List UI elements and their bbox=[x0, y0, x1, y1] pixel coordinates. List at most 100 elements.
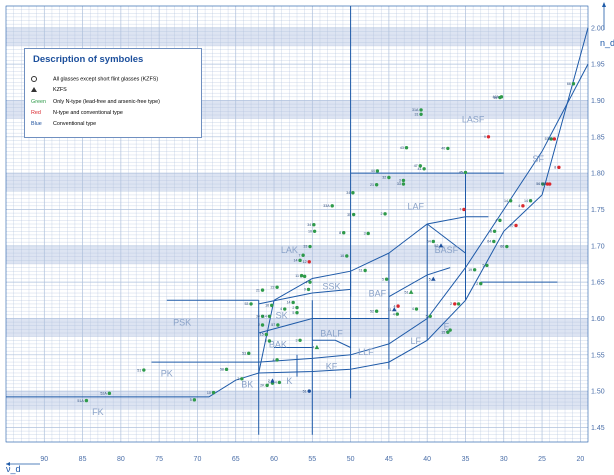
glass-point bbox=[224, 367, 229, 372]
glass-point bbox=[541, 182, 545, 186]
glass-point-label: 34 bbox=[346, 191, 350, 195]
glass-point-label: 4 bbox=[275, 381, 277, 385]
legend-triangle-text: KZFS bbox=[53, 87, 67, 93]
glass-point-label: 14 bbox=[504, 199, 508, 203]
glass-point-triangle bbox=[408, 289, 414, 294]
x-tick-label: 20 bbox=[576, 456, 584, 463]
circle-icon bbox=[31, 76, 37, 82]
glass-point-label: 10 bbox=[509, 224, 513, 228]
glass-point-label: 9 bbox=[484, 135, 486, 139]
y-tick-label: 1.70 bbox=[591, 243, 605, 250]
y-tick-label: 1.80 bbox=[591, 171, 605, 178]
glass-point-label: 4 bbox=[495, 219, 497, 223]
glass-point bbox=[485, 263, 489, 268]
glass-point bbox=[307, 260, 311, 264]
glass-point bbox=[302, 274, 307, 279]
glass-point-label: 3 bbox=[364, 232, 366, 236]
region-label-lf: LF bbox=[410, 336, 421, 346]
glass-point bbox=[283, 307, 287, 311]
glass-point-label: 57 bbox=[541, 182, 545, 186]
glass-point-label: 15 bbox=[260, 333, 264, 337]
x-tick-label: 35 bbox=[462, 456, 470, 463]
glass-point-label: 8 bbox=[339, 231, 341, 235]
legend-blue-key: Blue bbox=[31, 121, 42, 127]
glass-point-label: 2 bbox=[476, 282, 478, 286]
glass-point bbox=[549, 137, 553, 141]
x-tick-label: 60 bbox=[270, 456, 278, 463]
region-label-pk: PK bbox=[161, 369, 173, 379]
glass-point bbox=[363, 268, 367, 273]
y-tick-label: 1.90 bbox=[591, 98, 605, 105]
glass-point bbox=[107, 391, 112, 396]
glass-point-label: 57 bbox=[548, 137, 552, 141]
glass-point-label: 2K bbox=[260, 384, 265, 388]
glass-point bbox=[330, 204, 334, 208]
glass-point-label: 40 bbox=[441, 147, 445, 151]
region-boundary bbox=[197, 63, 589, 363]
glass-point bbox=[277, 380, 282, 385]
glass-point-label: 45 bbox=[459, 171, 463, 175]
glass-point bbox=[308, 244, 312, 249]
x-tick-label: 90 bbox=[40, 456, 48, 463]
glass-point-label: 2 bbox=[292, 306, 294, 310]
glass-point-label: 2 bbox=[450, 302, 452, 306]
region-boundary bbox=[258, 300, 275, 374]
glass-point-label: 35 bbox=[347, 213, 351, 217]
glass-point-label: 52 bbox=[434, 244, 438, 248]
y-axis-arrow-head bbox=[602, 2, 606, 7]
glass-point bbox=[446, 146, 450, 151]
glass-point bbox=[446, 330, 450, 334]
glass-point-label: 11 bbox=[388, 308, 392, 312]
glass-point bbox=[557, 165, 561, 170]
glass-point bbox=[249, 302, 253, 306]
glass-point-label: 52 bbox=[370, 309, 374, 313]
glass-point-label: 57 bbox=[545, 137, 549, 141]
glass-point-label: 14 bbox=[293, 259, 297, 263]
glass-point bbox=[374, 183, 379, 187]
glass-point-label: 44 bbox=[371, 169, 375, 173]
glass-point-label: 4 bbox=[312, 346, 314, 350]
glass-point bbox=[383, 212, 387, 216]
glass-point-label: 11 bbox=[295, 274, 299, 278]
glass-point-label: 5 bbox=[426, 314, 428, 318]
x-tick-label: 25 bbox=[538, 456, 546, 463]
glass-point-label: 9 bbox=[304, 288, 306, 292]
glass-region-labels: FK PK PSK BK K BAK SK LAK SSK KF BALF LLF LF BAF F BASF… bbox=[92, 114, 544, 417]
glass-point bbox=[260, 314, 265, 318]
glass-point bbox=[401, 182, 406, 186]
glass-point bbox=[275, 285, 279, 289]
glass-point bbox=[545, 182, 550, 186]
glass-point bbox=[270, 303, 274, 308]
glass-point-label: 43 bbox=[400, 146, 404, 150]
legend-row-blue: Blue Conventional type bbox=[31, 121, 96, 128]
glass-point-label: 5 bbox=[482, 264, 484, 268]
glass-point-triangle bbox=[392, 307, 397, 312]
glass-point-label: 8 bbox=[554, 166, 556, 170]
glass-point-label: 66 bbox=[567, 82, 571, 86]
glass-point bbox=[351, 191, 355, 195]
region-label-balf: BALF bbox=[320, 329, 343, 339]
legend-row-red: Red N-type and conventional type bbox=[31, 110, 123, 117]
glass-point-label: 2 bbox=[380, 212, 382, 216]
glass-point bbox=[312, 223, 316, 227]
glass-point bbox=[276, 323, 280, 327]
glass-point bbox=[298, 258, 302, 263]
glass-point-triangle bbox=[270, 378, 275, 383]
region-label-fk: FK bbox=[92, 407, 104, 417]
glass-point bbox=[351, 212, 356, 217]
x-tick-label: 70 bbox=[194, 456, 202, 463]
glass-point-label: 21 bbox=[370, 183, 374, 187]
glass-point-label: 5 bbox=[382, 277, 384, 281]
glass-point bbox=[291, 300, 295, 305]
region-label-bak: BAK bbox=[269, 340, 287, 350]
glass-point bbox=[299, 273, 304, 278]
glass-point bbox=[295, 305, 299, 310]
glass-point bbox=[84, 398, 89, 403]
glass-point-label: 19 bbox=[468, 268, 472, 272]
glass-point-label: 4 bbox=[393, 312, 395, 316]
axis-labels: ν_d n_d bbox=[6, 2, 614, 474]
x-tick-label: 75 bbox=[155, 456, 163, 463]
glass-point-label: 32 bbox=[382, 176, 386, 180]
glass-point bbox=[498, 218, 502, 223]
glass-point bbox=[492, 239, 496, 244]
